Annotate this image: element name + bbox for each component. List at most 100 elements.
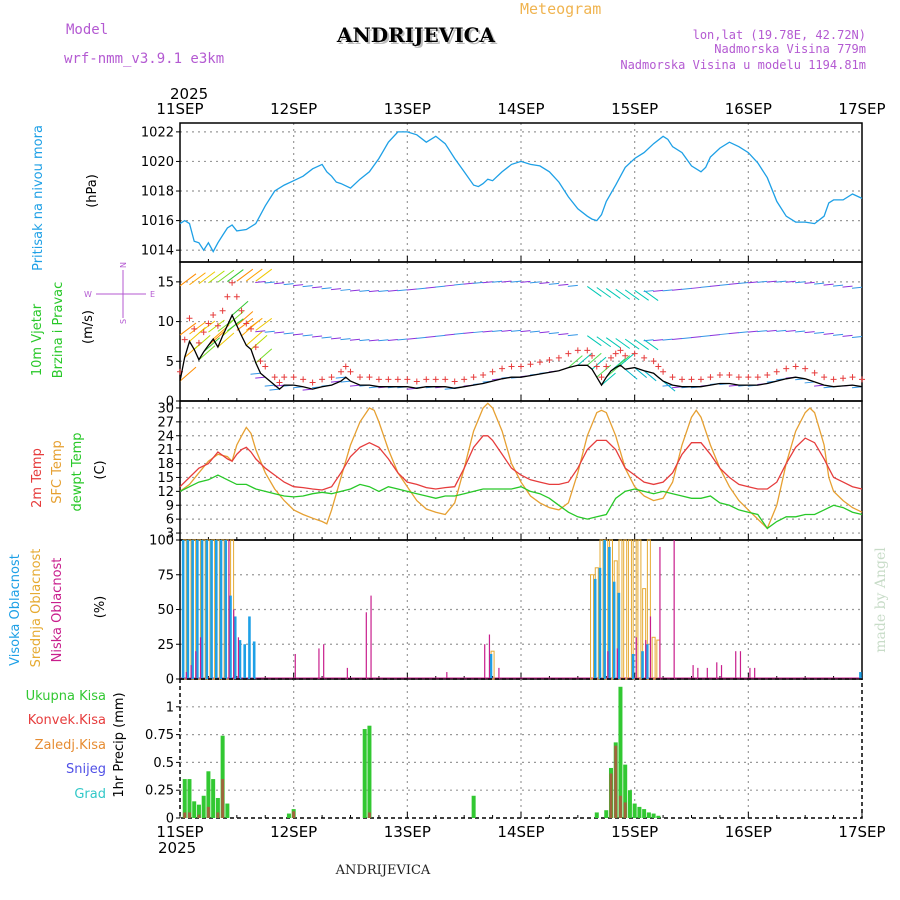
wind-arrow [227,269,244,282]
total-precip-bar [196,804,201,818]
wind-arrow [368,290,379,293]
y-tick-label: 6 [166,513,174,528]
convective-precip-bar [187,812,191,818]
wind-arrow [738,331,749,334]
wind-arrow [747,330,758,333]
page-title: ANDRIJEVICA [336,23,496,47]
low-cloud-bar [659,546,661,679]
cloud-ylabel-low: Niska Oblacnost [50,558,65,663]
gust-marker [607,354,614,361]
gust-marker [499,365,506,372]
high-cloud-bar [238,640,242,679]
date-label-bottom: 17SEP [838,823,885,841]
wind-arrow [615,355,631,369]
wind-arrow [842,334,853,337]
wind-arrow [293,333,304,336]
wind-arrow [217,318,235,332]
wind-arrow [255,280,266,283]
gust-marker [598,374,605,381]
gust-marker [679,376,686,383]
wind-arrow [587,286,602,297]
wind-arrow [814,384,825,387]
convective-precip-bar [216,812,220,818]
precip-ylabel: 1hr Precip (mm) [112,692,127,797]
gust-marker [802,365,809,372]
model-name: wrf-nmm_v3.9.1 e3km [64,51,224,67]
mid-cloud-bar [646,539,651,680]
wind-arrow [264,384,275,387]
high-cloud-bar [645,644,649,679]
wind-arrow [700,335,711,338]
wind-arrow [671,337,683,340]
low-cloud-bar [749,667,751,679]
date-label-bottom: 11SEP [156,823,203,841]
y-tick-label: 1 [166,700,174,715]
wind-arrow [587,335,602,347]
gust-marker [210,311,217,318]
gust-marker [233,293,240,300]
gust-marker [328,374,335,381]
high-cloud-bar [859,672,862,679]
high-cloud-bar [181,540,185,679]
wind-arrow [671,288,683,291]
gust-marker [584,347,591,354]
low-cloud-bar [616,648,618,679]
cloud-unit: (%) [93,596,108,619]
wind-arrow [208,331,225,346]
wind-arrow [255,330,266,333]
gust-marker [655,363,662,370]
y-tick-label: 3 [166,527,174,542]
y-tick-label: 100 [149,534,174,549]
gust-marker [281,374,288,381]
high-cloud-bar [214,540,218,679]
total-precip-bar [471,795,476,818]
low-cloud-bar [649,616,652,679]
gust-marker [271,374,278,381]
low-cloud-bar [673,540,675,679]
page-title-shadow: ANDRIJEVICA [338,25,498,49]
wind-arrow [804,381,815,384]
credit-label: made by Angel [873,547,889,653]
gust-marker [257,358,264,365]
gust-marker [229,279,236,286]
wind-arrow [264,330,275,333]
gust-marker [191,325,198,332]
precip-legend-item: Konvek.Kisa [28,713,106,728]
gust-marker [707,374,714,381]
y-tick-label: 5 [166,355,174,370]
high-cloud-bar [224,540,228,679]
low-cloud-bar [190,665,192,679]
gust-marker [347,368,354,375]
low-cloud-bar [635,637,637,679]
low-cloud-bar [697,667,699,679]
wind-arrow [245,331,263,346]
compass-e: E [150,290,155,299]
wind-arrow [340,288,351,291]
wind-arrow [340,380,351,383]
gust-marker [200,329,207,336]
wind-arrow [501,280,512,283]
mid-cloud-bar [623,539,628,680]
wind-arrow [728,332,739,335]
date-label-top: 16SEP [725,100,772,118]
wind-panel: 0 5 10 15 [157,261,865,410]
high-cloud-bar [210,540,213,679]
mid-cloud-bar [590,574,595,680]
wind-arrow [425,286,436,289]
wind-arrow [643,370,657,382]
wind-arrow [454,283,465,286]
precip-panel: 0 0.25 0.5 0.75 1 [145,678,863,827]
wind-arrow [605,288,621,299]
gust-marker [697,376,704,383]
high-cloud-bar [205,540,209,679]
wind-arrow [539,331,550,334]
wind-arrow [179,273,197,287]
total-precip-bar [192,801,197,818]
low-cloud-bar [318,648,320,679]
gust-marker [214,322,221,329]
wind-arrow [643,339,659,351]
wind-arrow [250,372,261,375]
wind-arrow [548,332,559,335]
wind-arrow [359,339,370,342]
total-precip-bar [211,779,216,818]
